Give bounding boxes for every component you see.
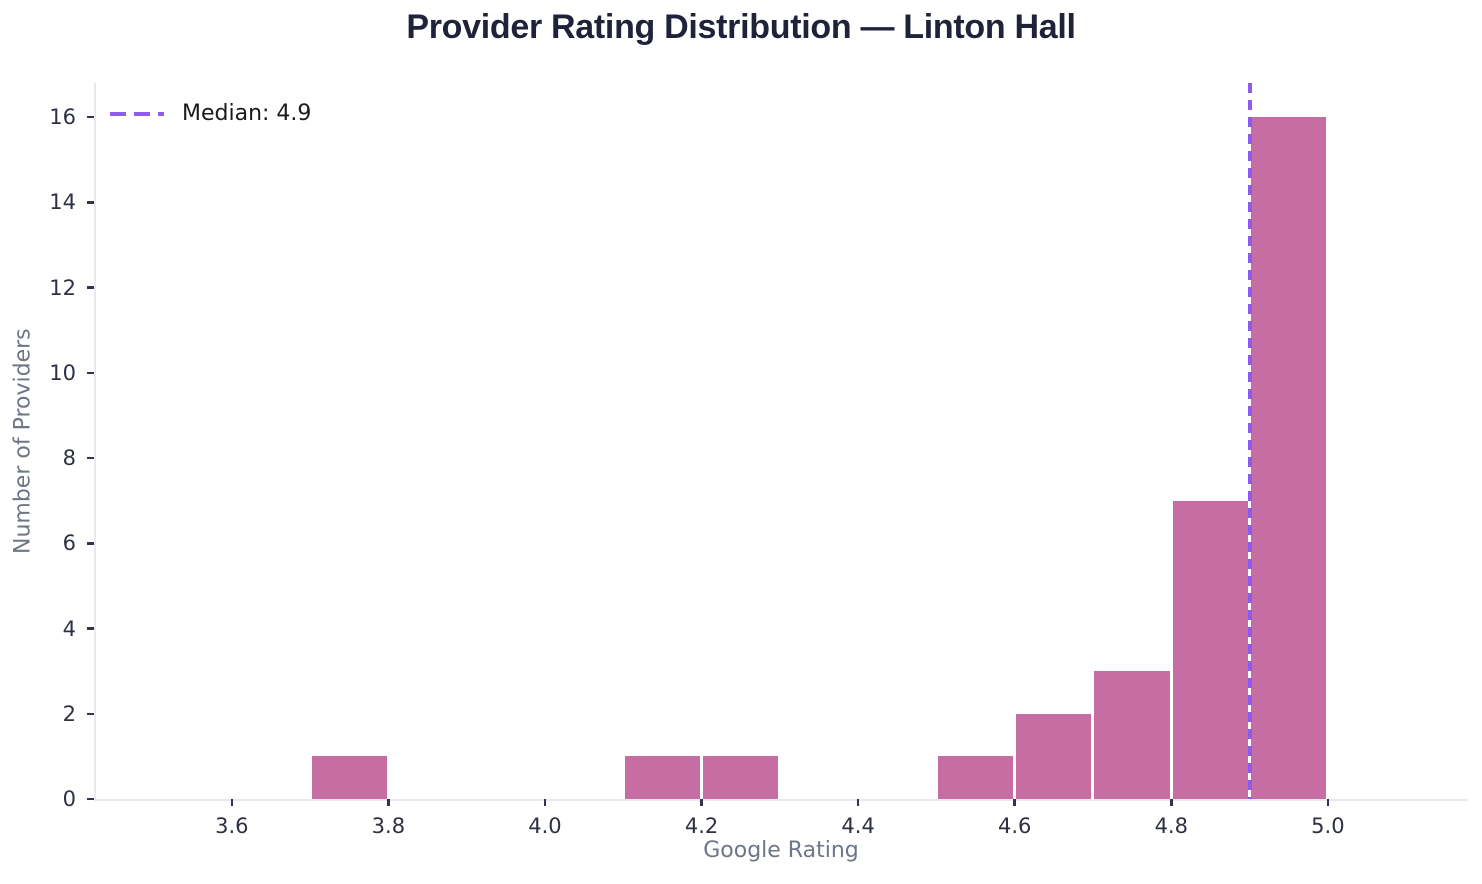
y-tick-label: 14 [49,190,76,215]
x-tick-label: 5.0 [1311,814,1345,838]
histogram-bar [311,756,387,799]
x-tick-mark [1013,799,1016,806]
x-tick-label: 4.0 [528,814,562,838]
legend-label: Median: 4.9 [182,101,312,126]
histogram-bar [1251,117,1327,799]
histogram-bar [937,756,1014,799]
y-tick-mark [87,542,94,545]
chart-title: Provider Rating Distribution — Linton Ha… [406,8,1076,46]
x-tick-label: 4.4 [841,814,875,838]
x-tick-mark [543,799,547,806]
x-tick-mark [230,799,234,806]
x-tick-label: 3.8 [371,814,406,838]
histogram-bar [624,756,701,799]
x-tick-mark [387,799,390,806]
histogram-bar [1094,671,1170,799]
y-tick-label: 12 [49,275,76,300]
y-tick-mark [87,115,94,119]
x-tick-mark [856,799,860,806]
x-tick-label: 3.6 [215,814,249,838]
y-tick-mark [87,627,94,630]
x-tick-label: 4.6 [997,814,1032,838]
x-axis-label: Google Rating [703,838,859,863]
median-line [1247,83,1252,799]
histogram-bar [1016,713,1092,799]
y-tick-mark [87,201,94,204]
y-tick-mark [87,712,94,715]
y-tick-label: 8 [62,446,76,471]
histogram-bar [703,756,779,799]
x-tick-label: 4.8 [1154,814,1188,838]
y-tick-label: 4 [62,616,76,641]
y-tick-mark [87,371,94,375]
x-tick-mark [700,799,703,806]
y-axis-spine [94,83,96,799]
y-tick-label: 10 [49,360,76,385]
plot-area: Median: 4.9 Google Rating 3.6 3.8 4.0 4.2 4.… [49,83,1468,863]
y-tick-mark [87,456,94,460]
x-tick-mark [1326,799,1330,806]
y-tick-label: 0 [62,787,76,811]
x-tick-label: 4.2 [684,814,719,838]
legend: Median: 4.9 [110,99,311,129]
x-axis-spine [94,799,1468,801]
y-tick-label: 6 [62,531,76,556]
y-tick-mark [87,286,94,289]
x-tick-mark [1170,799,1173,806]
median-line-legend-swatch [110,112,164,116]
y-tick-label: 2 [62,701,76,726]
y-tick-mark [87,797,94,801]
y-tick-label: 16 [49,105,76,130]
histogram-bar [1172,500,1249,799]
